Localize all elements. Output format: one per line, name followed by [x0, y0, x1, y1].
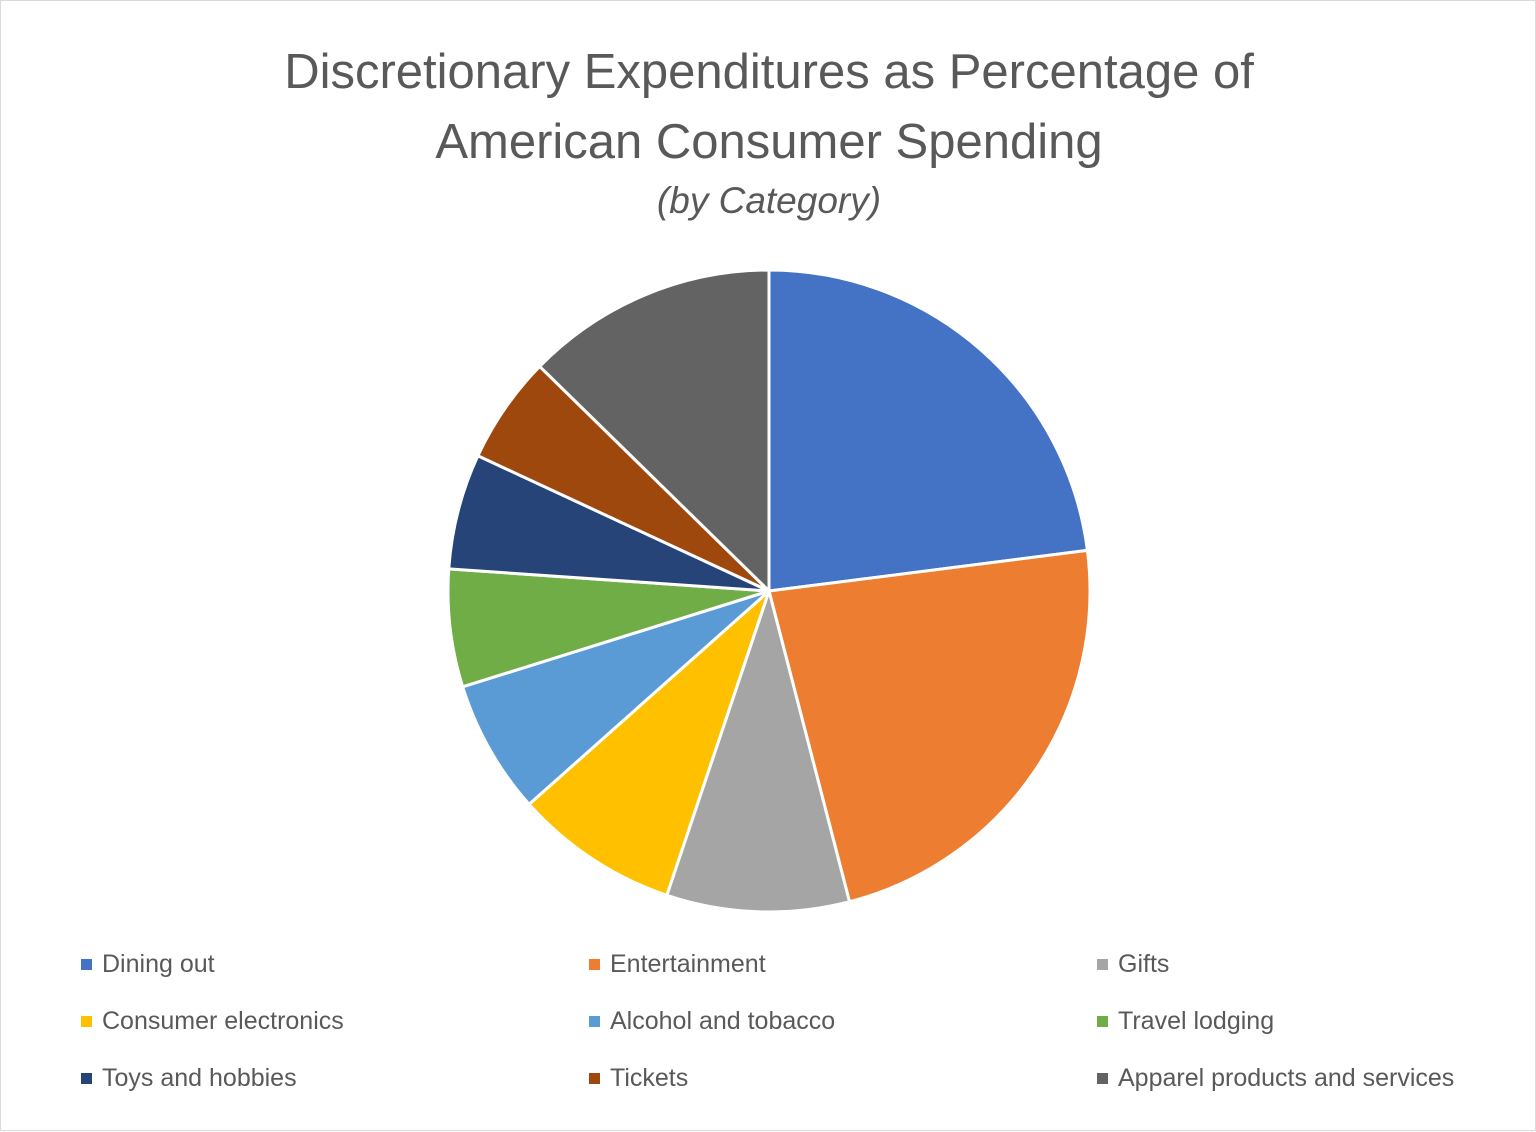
legend-item: Alcohol and tobacco — [589, 998, 835, 1044]
legend-label: Entertainment — [610, 949, 766, 978]
pie-slice-apparel-products-and-services — [538, 268, 771, 593]
pie-slice-dining-out — [767, 268, 1089, 593]
legend-item: Tickets — [589, 1055, 688, 1101]
legend-item: Dining out — [81, 941, 215, 987]
legend-swatch — [589, 1072, 600, 1084]
legend-item: Apparel products and services — [1097, 1055, 1454, 1101]
legend-swatch — [81, 1072, 92, 1084]
legend-swatch — [1097, 1072, 1108, 1084]
chart-title: Discretionary Expenditures as Percentage… — [1, 37, 1536, 177]
pie-slice-gifts — [665, 589, 852, 914]
pie-slice-travel-lodging — [446, 567, 771, 689]
legend-label: Dining out — [102, 949, 215, 978]
chart-title-line-2: American Consumer Spending — [435, 115, 1103, 169]
legend-item: Travel lodging — [1097, 998, 1274, 1044]
legend-swatch — [1097, 1015, 1108, 1027]
legend-label: Gifts — [1118, 949, 1170, 978]
pie-slice-alcohol-and-tobacco — [461, 589, 771, 806]
legend-label: Apparel products and services — [1118, 1063, 1455, 1092]
legend-swatch — [81, 1015, 92, 1027]
legend-swatch — [81, 958, 92, 970]
chart-title-line-1: Discretionary Expenditures as Percentage… — [284, 45, 1254, 99]
legend-item: Consumer electronics — [81, 998, 344, 1044]
legend-label: Tickets — [610, 1063, 689, 1092]
chart-subtitle: (by Category) — [656, 180, 882, 221]
chart-legend: Dining out Entertainment Gifts Consumer ele… — [1, 941, 1536, 1121]
chart-title-text: Discretionary Expenditures as Percentage… — [284, 45, 1254, 169]
legend-swatch — [1097, 958, 1108, 970]
legend-swatch — [589, 1015, 600, 1027]
legend-item: Toys and hobbies — [81, 1055, 297, 1101]
legend-swatch — [589, 958, 600, 970]
legend-label: Alcohol and tobacco — [610, 1006, 836, 1035]
legend-label: Travel lodging — [1118, 1006, 1275, 1035]
legend-label: Toys and hobbies — [102, 1063, 297, 1092]
pie-slice-entertainment — [767, 548, 1092, 904]
pie-slice-consumer-electronics — [527, 589, 771, 897]
legend-label: Consumer electronics — [102, 1006, 344, 1035]
legend-item: Entertainment — [589, 941, 766, 987]
legend-item: Gifts — [1097, 941, 1169, 987]
